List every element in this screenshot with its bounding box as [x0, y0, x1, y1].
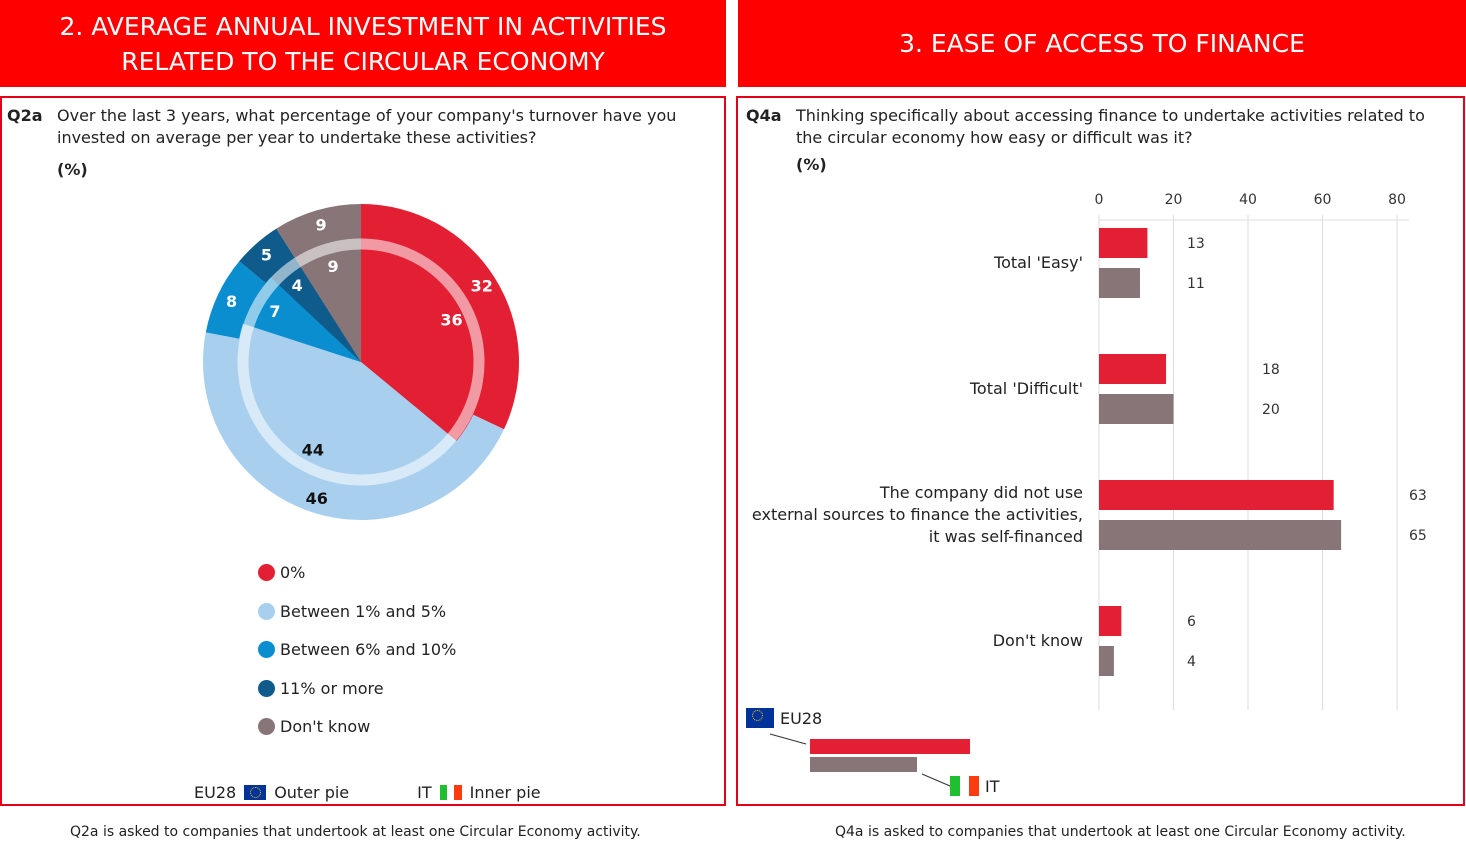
pie-ring-separator	[237, 238, 485, 486]
legend-dot-icon	[258, 679, 275, 697]
inner-value-label: 44	[302, 441, 324, 460]
legend-label: Don't know	[280, 717, 371, 736]
legend-leader-line	[769, 733, 807, 745]
inner-slice	[270, 257, 361, 362]
category-label: it was self-financed	[929, 527, 1083, 546]
x-tick-label: 20	[1165, 192, 1183, 208]
inner-value-label: 4	[292, 276, 303, 295]
legend-it-swatch	[810, 757, 917, 772]
bar-legend-sample	[769, 733, 970, 787]
legend-dot-icon	[258, 602, 275, 620]
legend-dot-icon	[258, 564, 275, 581]
eu-label: EU28	[780, 708, 823, 728]
bar-it	[1099, 268, 1140, 298]
pie-ring-legend: EU28 Outer pie IT Inner pie	[194, 783, 541, 802]
legend-item: Between 1% and 5%	[258, 602, 446, 621]
unit-label: (%)	[796, 155, 827, 174]
header-line: 2. AVERAGE ANNUAL INVESTMENT IN ACTIVITI…	[59, 11, 667, 41]
legend-label: Between 6% and 10%	[280, 640, 457, 659]
bar-it	[1099, 394, 1174, 424]
bar-eu28	[1099, 354, 1167, 384]
bar-value-label: 65	[1409, 528, 1427, 544]
outer-pie-label: Outer pie	[274, 783, 350, 802]
right-header: 3. EASE OF ACCESS TO FINANCE	[738, 0, 1466, 87]
legend-item: Don't know	[258, 717, 370, 736]
bar-value-label: 6	[1187, 614, 1196, 630]
bar-value-label: 11	[1187, 276, 1205, 292]
legend-item: Between 6% and 10%	[258, 640, 456, 659]
x-tick-label: 80	[1388, 192, 1406, 208]
right-panel	[736, 96, 1465, 806]
inner-slice	[294, 238, 361, 362]
bar-it	[1099, 646, 1114, 676]
inner-slice	[237, 323, 457, 486]
question-id: Q2a	[7, 106, 43, 125]
bar-chart: 0 20 40 60 80 13 11 Total 'Easy' 18 20 Total 'Diff…	[752, 192, 1427, 710]
outer-value-label: 46	[306, 489, 328, 508]
bar-value-label: 13	[1187, 236, 1205, 252]
it-flag-icon	[950, 776, 980, 796]
bar-legend-it: IT	[950, 776, 1000, 796]
outer-value-label: 8	[226, 292, 237, 311]
bar-eu28	[1099, 606, 1122, 636]
eu-flag-icon	[244, 785, 267, 800]
inner-slice	[243, 277, 361, 362]
bar-value-label: 4	[1187, 654, 1196, 670]
inner-pie-label: Inner pie	[469, 783, 541, 802]
legend-item: 11% or more	[258, 679, 384, 698]
legend-eu-swatch	[810, 739, 970, 754]
inner-value-label: 9	[328, 257, 339, 276]
eu-flag-icon	[746, 708, 774, 728]
legend-dot-icon	[258, 641, 275, 658]
question-text: Over the last 3 years, what percentage o…	[57, 106, 677, 147]
inner-value-label: 36	[440, 310, 462, 329]
legend-dot-icon	[258, 718, 275, 735]
category-label: Total 'Difficult'	[969, 379, 1083, 398]
bar-value-label: 63	[1409, 488, 1427, 504]
bar-value-label: 20	[1262, 402, 1280, 418]
bar-legend-eu: EU28	[746, 708, 822, 728]
left-panel	[0, 96, 726, 806]
eu-label: EU28	[194, 783, 237, 802]
category-label: Don't know	[993, 631, 1083, 650]
category-label: Total 'Easy'	[993, 253, 1083, 272]
footnote-right: Q4a is asked to companies that undertook…	[835, 824, 1406, 840]
legend-item: 0%	[258, 563, 305, 582]
legend-label: Between 1% and 5%	[280, 601, 447, 621]
bar-it	[1099, 520, 1342, 550]
pie-chart: 32 46 8 5 9 36 44 74 9	[203, 204, 519, 520]
category-label: The company did not use	[879, 483, 1083, 502]
question-text: Thinking specifically about accessing fi…	[796, 106, 1425, 147]
x-tick-label: 40	[1239, 192, 1257, 208]
bar-eu28	[1099, 480, 1334, 510]
it-flag-icon	[439, 785, 462, 800]
it-label: IT	[417, 783, 432, 802]
legend-leader-line	[921, 773, 951, 787]
legend-label: 0%	[280, 563, 306, 582]
unit-label: (%)	[57, 160, 88, 179]
bar-value-label: 18	[1262, 362, 1280, 378]
question-id: Q4a	[746, 106, 782, 125]
left-header: 2. AVERAGE ANNUAL INVESTMENT IN ACTIVITI…	[0, 0, 726, 87]
outer-value-label: 9	[316, 216, 327, 235]
outer-value-label: 32	[471, 276, 493, 295]
x-tick-label: 60	[1314, 192, 1332, 208]
category-label: external sources to finance the activiti…	[752, 505, 1083, 524]
outer-value-label: 5	[261, 246, 272, 265]
x-tick-label: 0	[1095, 192, 1104, 208]
footnote-left: Q2a is asked to companies that undertook…	[70, 824, 641, 840]
header-line: RELATED TO THE CIRCULAR ECONOMY	[121, 46, 605, 76]
bar-eu28	[1099, 228, 1148, 258]
legend-label: 11% or more	[280, 678, 384, 698]
inner-value-label: 7	[269, 302, 280, 321]
it-label: IT	[985, 776, 1000, 796]
